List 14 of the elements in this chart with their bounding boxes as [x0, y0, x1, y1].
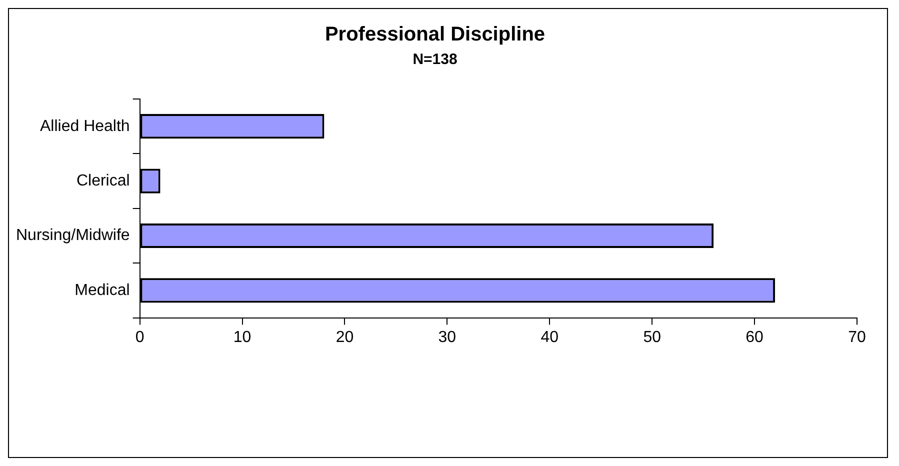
- y-tick-label: Allied Health: [40, 118, 130, 135]
- y-tick-label: Clerical: [76, 172, 130, 190]
- x-tick-label: 40: [540, 328, 559, 346]
- x-tick-label: 70: [848, 328, 866, 346]
- y-tick-label: Medical: [74, 282, 130, 299]
- chart-subtitle: N=138: [412, 51, 458, 68]
- x-tick-label: 20: [336, 328, 354, 346]
- x-tick-label: 10: [233, 328, 252, 346]
- y-tick-label: Nursing/Midwife: [16, 227, 130, 244]
- x-tick-label: 60: [746, 328, 764, 346]
- chart-title: Professional Discipline: [324, 24, 546, 46]
- x-tick-label: 30: [438, 328, 456, 346]
- x-tick-label: 50: [643, 328, 662, 346]
- x-tick-label: 0: [135, 328, 144, 346]
